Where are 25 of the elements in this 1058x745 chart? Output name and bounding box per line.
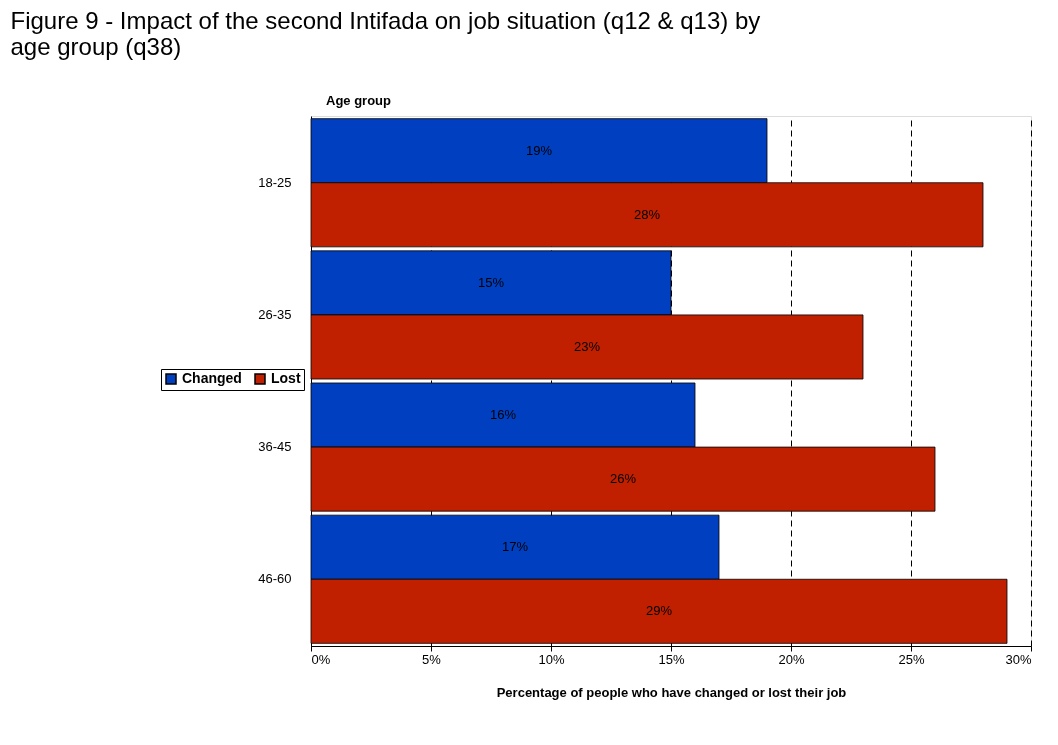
x-tick-label: 0% — [311, 651, 331, 667]
x-tick-label: 30% — [1005, 651, 1032, 667]
data-label: 15% — [477, 274, 505, 290]
x-tick-label: 20% — [778, 651, 805, 667]
y-tick-label: 36-45 — [258, 439, 292, 455]
x-axis-title: Percentage of people who have changed or lost their job — [496, 684, 847, 700]
data-label: 28% — [633, 206, 661, 222]
legend-label: Lost — [271, 370, 301, 386]
y-tick-label: 26-35 — [258, 306, 292, 322]
y-tick-label: 18-25 — [258, 174, 292, 190]
text: age group (q38) — [10, 33, 182, 60]
x-tick-label: 25% — [898, 651, 925, 667]
x-tick-label: 5% — [422, 651, 442, 667]
text: Figure 9 - Impact of the second Intifada on job situation (q12 & q13) by — [10, 7, 761, 34]
data-label: 19% — [525, 142, 553, 158]
y-tick-label: 46-60 — [258, 571, 292, 587]
data-label: 26% — [609, 471, 637, 487]
y-axis-title: Age group — [326, 93, 392, 108]
data-label: 23% — [573, 338, 601, 354]
x-tick-label: 15% — [658, 651, 685, 667]
data-label: 29% — [645, 603, 673, 619]
data-label: 16% — [489, 407, 517, 423]
legend-label: Changed — [182, 370, 242, 386]
x-tick-label: 10% — [538, 651, 565, 667]
data-label: 17% — [501, 539, 529, 555]
